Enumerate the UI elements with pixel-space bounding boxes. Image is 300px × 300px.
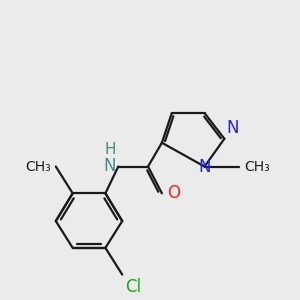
Text: CH₃: CH₃: [244, 160, 270, 173]
Text: N: N: [226, 119, 239, 137]
Text: Cl: Cl: [125, 278, 141, 296]
Text: H: H: [105, 142, 116, 157]
Text: N: N: [198, 158, 211, 175]
Text: N: N: [104, 157, 116, 175]
Text: CH₃: CH₃: [25, 160, 51, 173]
Text: O: O: [167, 184, 180, 202]
